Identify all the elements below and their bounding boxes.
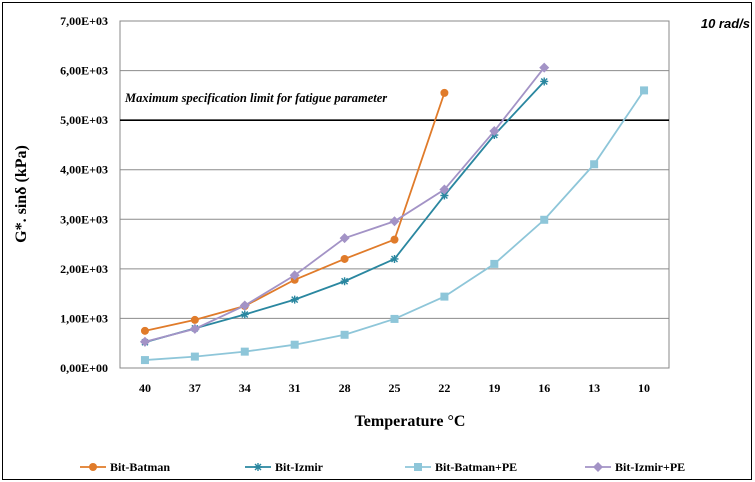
data-point-bit-batman-pe bbox=[340, 330, 349, 339]
data-point-bit-batman bbox=[190, 315, 199, 324]
legend-label: Bit-Batman bbox=[110, 460, 170, 474]
legend-marker bbox=[254, 463, 262, 471]
y-axis-title: G*. sinδ (kPa) bbox=[13, 145, 30, 243]
legend-label: Bit-Izmir+PE bbox=[615, 460, 685, 474]
x-tick-label: 34 bbox=[239, 381, 251, 395]
data-point-bit-izmir-pe bbox=[189, 323, 200, 334]
legend-item-bit-izmir: Bit-Izmir bbox=[245, 460, 324, 474]
x-tick-label: 13 bbox=[588, 381, 600, 395]
y-tick-label: 6,00E+03 bbox=[60, 64, 108, 78]
data-point-bit-batman-pe bbox=[590, 160, 599, 169]
y-tick-label: 0,00E+00 bbox=[60, 361, 108, 375]
legend-item-bit-batman-pe: Bit-Batman+PE bbox=[405, 460, 517, 474]
data-point-bit-batman-pe bbox=[440, 292, 449, 301]
data-point-bit-izmir-pe bbox=[339, 233, 350, 244]
x-tick-label: 25 bbox=[389, 381, 401, 395]
x-tick-label: 28 bbox=[339, 381, 351, 395]
data-point-bit-batman bbox=[140, 326, 149, 335]
data-point-bit-izmir bbox=[440, 191, 449, 200]
data-point-bit-batman-pe bbox=[290, 340, 299, 349]
data-point-bit-izmir bbox=[340, 277, 349, 286]
y-tick-label: 3,00E+03 bbox=[60, 212, 108, 226]
series-bit-izmir bbox=[140, 77, 549, 347]
y-tick-label: 1,00E+03 bbox=[60, 311, 108, 325]
reference-line-label: Maximum specification limit for fatigue … bbox=[124, 91, 387, 105]
data-point-bit-izmir-pe bbox=[289, 270, 300, 281]
data-point-bit-batman-pe bbox=[190, 352, 199, 361]
data-point-bit-batman-pe bbox=[490, 259, 499, 268]
data-point-bit-izmir-pe bbox=[139, 336, 150, 347]
frequency-label: 10 rad/s bbox=[701, 16, 750, 31]
legend-label: Bit-Izmir bbox=[275, 460, 324, 474]
series-bit-izmir-pe bbox=[139, 62, 550, 347]
data-point-bit-batman bbox=[390, 235, 399, 244]
data-point-bit-izmir-pe bbox=[439, 184, 450, 195]
legend-marker bbox=[89, 463, 97, 471]
x-tick-labels: 40 37 34 31 28 25 22 19 16 13 10 bbox=[139, 381, 650, 395]
data-point-bit-izmir-pe bbox=[239, 300, 250, 311]
data-point-bit-izmir-pe bbox=[389, 216, 400, 227]
data-point-bit-izmir bbox=[240, 310, 249, 319]
data-point-bit-batman-pe bbox=[140, 356, 149, 365]
series-bit-batman-pe bbox=[140, 86, 649, 365]
x-tick-label: 19 bbox=[488, 381, 500, 395]
x-axis-title: Temperature °C bbox=[355, 413, 466, 430]
y-tick-label: 5,00E+03 bbox=[60, 113, 108, 127]
x-tick-label: 16 bbox=[538, 381, 550, 395]
x-tick-label: 40 bbox=[139, 381, 151, 395]
legend-item-bit-izmir-pe: Bit-Izmir+PE bbox=[585, 460, 685, 474]
data-point-bit-izmir bbox=[540, 77, 549, 86]
data-point-bit-batman bbox=[440, 88, 449, 97]
y-tick-label: 4,00E+03 bbox=[60, 163, 108, 177]
legend-marker bbox=[414, 463, 422, 471]
y-tick-label: 2,00E+03 bbox=[60, 262, 108, 276]
data-point-bit-batman-pe bbox=[640, 86, 649, 95]
legend-label: Bit-Batman+PE bbox=[435, 460, 517, 474]
y-tick-label: 7,00E+03 bbox=[60, 14, 108, 28]
data-point-bit-izmir bbox=[290, 295, 299, 304]
x-tick-label: 31 bbox=[289, 381, 301, 395]
data-point-bit-izmir-pe bbox=[539, 62, 550, 73]
legend-marker bbox=[593, 462, 603, 472]
legend: Bit-Batman Bit-Izmir Bit-Batman+PE Bit-Izmi… bbox=[80, 460, 685, 474]
legend-item-bit-batman: Bit-Batman bbox=[80, 460, 170, 474]
x-tick-label: 22 bbox=[438, 381, 450, 395]
series-line-bit-batman bbox=[144, 92, 446, 332]
data-point-bit-batman bbox=[340, 254, 349, 263]
plot-area-border bbox=[119, 20, 670, 369]
series-line-bit-izmir-pe bbox=[144, 67, 545, 343]
data-point-bit-batman-pe bbox=[540, 215, 549, 224]
y-tick-labels: 0,00E+00 1,00E+03 2,00E+03 3,00E+03 4,00E+03… bbox=[60, 14, 108, 375]
data-point-bit-batman-pe bbox=[390, 314, 399, 323]
x-tick-label: 37 bbox=[189, 381, 201, 395]
data-point-bit-batman-pe bbox=[240, 347, 249, 356]
x-tick-label: 10 bbox=[638, 381, 650, 395]
data-point-bit-izmir-pe bbox=[489, 126, 500, 137]
data-point-bit-izmir bbox=[390, 254, 399, 263]
series-group bbox=[139, 62, 649, 365]
